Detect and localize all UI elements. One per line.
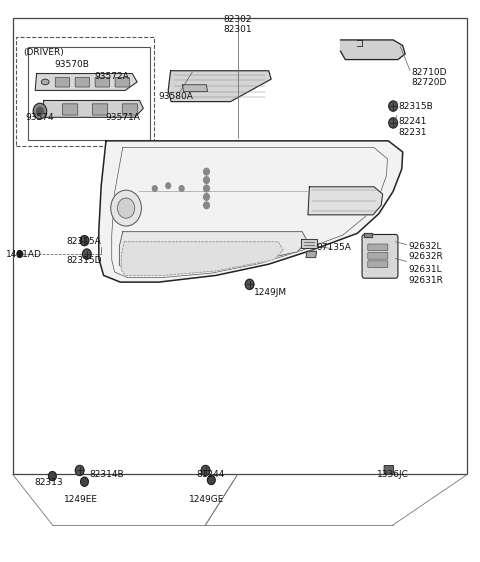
Polygon shape	[306, 251, 317, 257]
Text: 1491AD: 1491AD	[5, 250, 41, 259]
FancyBboxPatch shape	[122, 104, 138, 115]
FancyBboxPatch shape	[62, 104, 78, 115]
Polygon shape	[99, 141, 403, 282]
Circle shape	[48, 472, 56, 481]
Circle shape	[204, 168, 209, 175]
Polygon shape	[121, 242, 283, 275]
Text: 97135A: 97135A	[317, 243, 351, 252]
Text: 82315A: 82315A	[67, 237, 101, 246]
Polygon shape	[340, 40, 405, 60]
Polygon shape	[301, 239, 317, 248]
Circle shape	[245, 279, 254, 289]
Circle shape	[204, 202, 209, 209]
FancyBboxPatch shape	[368, 252, 388, 259]
FancyBboxPatch shape	[16, 37, 155, 147]
Text: 1336JC: 1336JC	[377, 470, 409, 479]
Polygon shape	[308, 187, 383, 215]
Text: 92632L
92632R: 92632L 92632R	[408, 242, 443, 261]
Text: 82315B: 82315B	[398, 102, 432, 111]
Circle shape	[118, 198, 135, 218]
Polygon shape	[43, 101, 144, 117]
Circle shape	[36, 107, 43, 115]
Circle shape	[207, 475, 215, 484]
Circle shape	[201, 465, 210, 475]
Text: 1249JM: 1249JM	[254, 288, 288, 297]
FancyBboxPatch shape	[368, 261, 388, 268]
FancyBboxPatch shape	[368, 244, 388, 251]
FancyBboxPatch shape	[384, 465, 394, 473]
Text: 82315D: 82315D	[67, 256, 102, 265]
Text: 93574: 93574	[25, 113, 54, 122]
FancyBboxPatch shape	[95, 78, 109, 87]
Text: 81244: 81244	[196, 470, 225, 479]
Polygon shape	[35, 74, 137, 90]
FancyBboxPatch shape	[362, 234, 398, 278]
Polygon shape	[168, 71, 271, 102]
Circle shape	[389, 118, 397, 128]
Text: 82241
82231: 82241 82231	[398, 117, 426, 137]
Text: 82302
82301: 82302 82301	[223, 15, 252, 34]
Ellipse shape	[41, 79, 49, 85]
Text: 93571A: 93571A	[105, 113, 140, 122]
Circle shape	[389, 101, 397, 111]
Circle shape	[75, 465, 84, 475]
Text: 1249GE: 1249GE	[189, 495, 224, 504]
Circle shape	[111, 190, 142, 226]
FancyBboxPatch shape	[28, 47, 151, 140]
Text: 93572A: 93572A	[94, 72, 129, 81]
FancyBboxPatch shape	[55, 78, 70, 87]
Circle shape	[80, 235, 89, 246]
Circle shape	[153, 185, 157, 191]
FancyBboxPatch shape	[75, 78, 90, 87]
Text: 92631L
92631R: 92631L 92631R	[408, 265, 444, 285]
Circle shape	[83, 249, 91, 259]
Text: 82710D
82720D: 82710D 82720D	[411, 68, 447, 87]
Circle shape	[179, 185, 184, 191]
FancyBboxPatch shape	[92, 104, 108, 115]
Text: 1249EE: 1249EE	[64, 495, 98, 504]
Text: (DRIVER): (DRIVER)	[24, 48, 64, 57]
Circle shape	[81, 477, 88, 486]
Circle shape	[204, 185, 209, 192]
Text: 82313: 82313	[34, 478, 63, 487]
Circle shape	[17, 251, 23, 257]
Polygon shape	[120, 232, 307, 270]
Circle shape	[166, 183, 170, 188]
Polygon shape	[364, 233, 372, 237]
FancyBboxPatch shape	[115, 78, 130, 87]
Text: 93570B: 93570B	[54, 60, 89, 69]
Circle shape	[33, 103, 47, 119]
Bar	[12, 17, 468, 474]
Circle shape	[204, 176, 209, 183]
Circle shape	[204, 193, 209, 200]
Polygon shape	[182, 85, 207, 92]
Text: 82314B: 82314B	[89, 470, 124, 479]
Text: 93580A: 93580A	[158, 92, 193, 101]
